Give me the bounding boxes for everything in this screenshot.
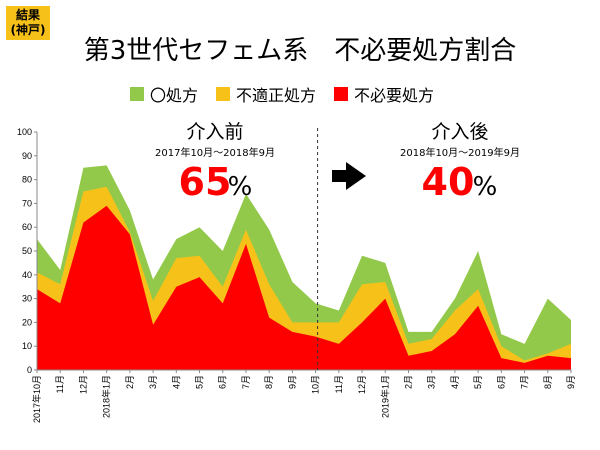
badge-line1: 結果 (15, 8, 40, 22)
area-series-2 (37, 205, 571, 370)
legend-item-green: 〇処方 (130, 82, 198, 106)
x-tick-label: 8月 (543, 375, 553, 389)
legend-label-yellow: 不適正処方 (236, 86, 317, 105)
x-tick-label: 9月 (566, 375, 576, 389)
x-tick-label: 12月 (78, 375, 88, 394)
legend-swatch-green (130, 87, 144, 101)
legend-swatch-yellow (216, 87, 231, 101)
page-title: 第3世代セフェム系 不必要処方割合 (83, 36, 517, 66)
y-tick-label: 100 (17, 127, 32, 137)
y-tick-label: 10 (22, 341, 32, 351)
x-tick-label: 5月 (473, 375, 483, 389)
result-badge: 結果 (神戸) (6, 6, 50, 40)
y-tick-label: 90 (22, 151, 32, 161)
x-tick-label: 7月 (241, 375, 251, 389)
legend-item-red: 不必要処方 (334, 82, 434, 106)
x-tick-label: 11月 (55, 375, 65, 393)
x-tick-label: 7月 (520, 375, 530, 389)
x-tick-label: 6月 (496, 375, 506, 389)
after-percent: 40 (422, 160, 475, 204)
y-tick-label: 0 (27, 365, 32, 375)
y-tick-label: 80 (22, 175, 32, 185)
legend-item-yellow: 不適正処方 (216, 82, 316, 106)
x-tick-label: 2月 (125, 375, 135, 389)
x-tick-label: 11月 (334, 375, 344, 393)
before-heading: 介入前 (186, 121, 243, 143)
x-tick-label: 5月 (195, 375, 205, 389)
x-tick-label: 4月 (450, 375, 460, 389)
x-tick-label: 2月 (403, 375, 413, 389)
series-areas (37, 165, 571, 370)
y-tick-label: 40 (22, 270, 32, 280)
x-tick-label: 2017年10月 (31, 375, 42, 423)
x-tick-label: 10月 (311, 375, 321, 394)
x-tick-label: 4月 (171, 375, 181, 389)
legend-label-red: 不必要処方 (354, 86, 435, 105)
x-tick-labels: 2017年10月 11月 12月 2018年1月 2月 3月 4月 5月 6月 7月 8月 9月 10月… (31, 375, 576, 423)
before-percent: 65 (179, 160, 232, 204)
x-tick-label: 3月 (427, 375, 437, 389)
y-tick-label: 50 (22, 246, 32, 256)
x-tick-label: 12月 (357, 375, 367, 394)
after-heading: 介入後 (431, 121, 488, 143)
y-tick-label: 20 (22, 317, 32, 327)
y-tick-label: 30 (22, 294, 32, 304)
legend-label-green: 〇処方 (150, 86, 199, 105)
arrow-right-icon (332, 162, 366, 190)
badge-line2: (神戸) (10, 23, 46, 37)
after-range: 2018年10月～2019年9月 (400, 146, 520, 159)
before-percent-sign: % (228, 172, 253, 202)
legend-swatch-red (334, 87, 349, 101)
chart-axes (34, 131, 572, 373)
y-tick-labels: 0 10 20 30 40 50 60 70 80 90 100 (17, 127, 32, 375)
legend: 〇処方 不適正処方 不必要処方 (130, 82, 452, 106)
x-tick-label: 8月 (264, 375, 274, 389)
x-tick-label: 6月 (218, 375, 228, 389)
y-tick-label: 70 (22, 198, 32, 208)
before-range: 2017年10月～2018年9月 (155, 146, 275, 159)
y-tick-label: 60 (22, 222, 32, 232)
x-tick-label: 9月 (287, 375, 297, 389)
x-tick-label: 2019年1月 (379, 375, 390, 418)
x-tick-label: 2018年1月 (101, 375, 112, 418)
after-percent-sign: % (473, 172, 498, 202)
x-tick-label: 3月 (148, 375, 158, 389)
